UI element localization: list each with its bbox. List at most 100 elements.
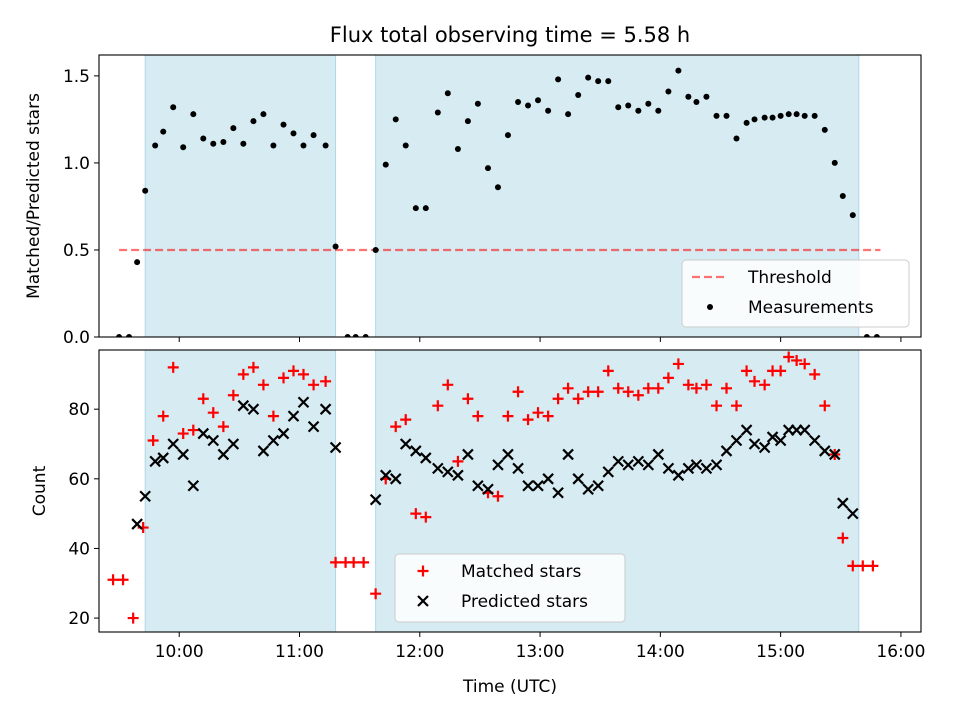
predicted-point [632, 455, 645, 468]
measurement-point [675, 67, 682, 74]
observing-interval [144, 55, 337, 337]
predicted-point [542, 473, 554, 485]
measurement-point [240, 140, 247, 147]
predicted-point [410, 445, 422, 457]
matched-point [167, 361, 179, 373]
matched-point [278, 372, 290, 384]
predicted-point [432, 462, 444, 475]
predicted-point [472, 480, 484, 492]
measurement-point [655, 107, 662, 114]
matched-point [237, 368, 249, 380]
matched-point [741, 365, 753, 377]
matched-point [819, 400, 831, 412]
predicted-point [774, 434, 787, 447]
series-predicted-stars [131, 396, 859, 530]
y-tick-label: 1.0 [63, 154, 90, 174]
measurement-point [545, 107, 552, 114]
measurement-point [270, 142, 277, 149]
matched-point [582, 386, 594, 398]
predicted-point [267, 434, 280, 447]
measurement-point [635, 107, 642, 114]
matched-point [257, 379, 269, 391]
measurement-point [402, 142, 409, 149]
measurement-point [793, 111, 800, 118]
measurement-point [474, 100, 481, 107]
predicted-point [740, 424, 753, 436]
series-measurements [116, 67, 880, 337]
matched-point [472, 410, 484, 422]
measurement-point [290, 130, 297, 137]
predicted-point [730, 434, 743, 447]
predicted-point [131, 518, 143, 530]
legend-label: Threshold [747, 268, 832, 288]
matched-point [308, 379, 320, 391]
legend-predicted-key [417, 595, 429, 607]
matched-point [400, 414, 412, 426]
predicted-point [710, 459, 723, 471]
measurement-point [685, 93, 692, 100]
measurement-point [362, 334, 369, 337]
measurement-point [733, 135, 740, 142]
matched-point [187, 424, 199, 436]
predicted-point [462, 448, 474, 461]
matched-point [330, 556, 342, 568]
predicted-point [808, 434, 821, 447]
predicted-point [758, 441, 771, 454]
predicted-point [187, 480, 200, 492]
predicted-point [672, 469, 685, 482]
y-tick-label: 80 [68, 400, 90, 420]
matched-point [632, 389, 644, 401]
predicted-point [562, 448, 574, 461]
measurement-point [310, 132, 317, 139]
legend: Threshold Measurements [681, 259, 910, 328]
measurement-point [200, 135, 207, 142]
matched-point [410, 508, 422, 520]
observing-interval [144, 350, 337, 632]
measurement-point [703, 93, 710, 100]
measurement-point [422, 205, 429, 212]
matched-point [809, 368, 821, 380]
predicted-point [257, 445, 270, 457]
legend-matched-key [417, 565, 429, 577]
predicted-point [837, 497, 849, 509]
predicted-point [167, 438, 179, 450]
matched-point [837, 532, 849, 544]
measurement-point [230, 125, 237, 132]
y-tick-label: 20 [68, 609, 90, 629]
measurement-point [839, 193, 846, 199]
matched-point [432, 400, 444, 412]
measurement-point [142, 187, 149, 194]
predicted-point [502, 448, 514, 461]
matched-point [867, 560, 879, 572]
measurement-point [595, 78, 602, 85]
matched-point [420, 511, 432, 523]
y-tick-label: 1.5 [63, 67, 90, 87]
measurement-point [260, 111, 267, 118]
matched-point [452, 455, 464, 467]
legend: Matched stars Predicted stars [394, 553, 626, 623]
x-tick-label: 11:00 [275, 642, 324, 662]
x-tick-label: 10:00 [155, 642, 204, 662]
matched-point [442, 379, 454, 391]
measurement-point [777, 112, 784, 119]
predicted-point [157, 452, 170, 464]
y-tick-label: 0.0 [63, 328, 90, 348]
predicted-point [847, 507, 859, 520]
matched-point [711, 400, 723, 412]
predicted-point [197, 427, 210, 440]
predicted-point [247, 403, 260, 415]
predicted-point [690, 459, 703, 471]
predicted-point [287, 410, 300, 422]
x-tick-label: 16:00 [876, 642, 925, 662]
measurement-point [344, 334, 351, 337]
x-tick-label: 14:00 [636, 642, 685, 662]
legend-box [681, 259, 910, 328]
measurement-point [392, 116, 399, 123]
measurement-point [575, 92, 582, 99]
predicted-point [379, 469, 392, 482]
matched-point [502, 410, 514, 422]
matched-point [267, 410, 279, 422]
matched-point [552, 393, 564, 405]
predicted-point [442, 466, 454, 478]
matched-point [642, 382, 654, 394]
